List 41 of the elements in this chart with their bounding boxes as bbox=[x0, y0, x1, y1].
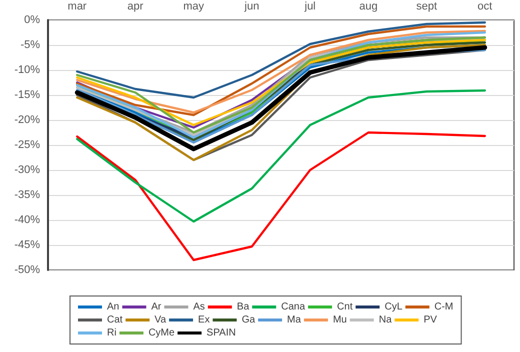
x-tick-label: aug bbox=[359, 0, 378, 12]
y-tick-label: -50% bbox=[14, 264, 40, 276]
y-tick-label: -25% bbox=[14, 139, 40, 151]
legend-label: PV bbox=[424, 314, 438, 326]
x-tick-label: jul bbox=[304, 0, 316, 12]
legend-label: Mu bbox=[332, 314, 347, 326]
line-series bbox=[76, 131, 486, 262]
line-series bbox=[76, 89, 486, 223]
legend-label: C-M bbox=[434, 302, 454, 312]
line-series bbox=[76, 21, 486, 99]
legend-label: Va bbox=[154, 314, 166, 326]
legend-label: Cana bbox=[281, 302, 306, 312]
y-tick-label: -45% bbox=[14, 239, 40, 251]
legend-label: Na bbox=[378, 314, 392, 326]
legend-label: CyMe bbox=[148, 328, 175, 338]
legend-label: Ri bbox=[107, 328, 116, 338]
x-tick-label: oct bbox=[478, 0, 492, 12]
legend-label: Ex bbox=[198, 314, 210, 326]
y-tick-label: -5% bbox=[20, 39, 40, 51]
legend-label: Cat bbox=[107, 314, 123, 326]
x-tick-label: may bbox=[183, 0, 205, 12]
legend-label: Ba bbox=[236, 302, 250, 312]
y-tick-label: -15% bbox=[14, 89, 40, 101]
x-tick-label: mar bbox=[68, 0, 87, 12]
legend-label: SPAIN bbox=[206, 328, 236, 338]
legend-label: An bbox=[107, 302, 120, 312]
x-tick-label: sept bbox=[416, 0, 438, 12]
y-tick-label: 0% bbox=[24, 14, 40, 26]
legend-label: Ma bbox=[287, 314, 302, 326]
y-tick-label: -20% bbox=[14, 114, 40, 126]
legend-label: Ar bbox=[151, 302, 162, 312]
legend-label: As bbox=[193, 302, 205, 312]
x-tick-label: apr bbox=[127, 0, 144, 12]
legend-label: Ga bbox=[242, 314, 256, 326]
y-tick-label: -10% bbox=[14, 64, 40, 76]
legend-label: CyL bbox=[384, 302, 403, 312]
y-tick-label: -35% bbox=[14, 189, 40, 201]
legend-label: Cnt bbox=[337, 302, 353, 312]
y-tick-label: -30% bbox=[14, 164, 40, 176]
y-tick-label: -40% bbox=[14, 214, 40, 226]
x-tick-label: jun bbox=[244, 0, 260, 12]
